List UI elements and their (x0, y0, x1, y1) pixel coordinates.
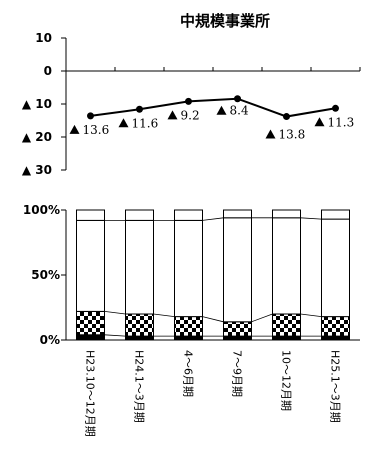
bar-chart: 0% 50% 100% H23.10～12月期 H24.1～3月期 4～6月期 7～9月期 1… (23, 203, 360, 437)
bar-category-label: 4～6月期 (182, 350, 195, 397)
data-label: 13.6 (83, 123, 110, 137)
bar-segment (174, 219, 203, 318)
line-y-tick-label: 0 (44, 64, 52, 78)
data-label-triangle (216, 105, 227, 115)
bar-segment (223, 217, 252, 323)
data-label: 11.3 (328, 115, 355, 129)
bar-segment (76, 209, 105, 221)
line-point (87, 112, 94, 120)
bar-segment (272, 313, 301, 337)
line-y-tick-label: ▲ 10 (22, 97, 52, 111)
bar-segment (321, 316, 350, 337)
bar-segment (272, 335, 301, 341)
bar-segment (174, 209, 203, 221)
line-y-tick-label: 10 (35, 31, 52, 45)
data-label-triangle (314, 117, 325, 127)
bar-segment (223, 321, 252, 337)
bar-connector-line (300, 313, 322, 317)
data-label: 11.6 (132, 116, 159, 130)
bar-category-label: H24.1～3月期 (133, 350, 146, 423)
bar-segment (76, 310, 105, 336)
chart-title: 中規模事業所 (180, 12, 270, 30)
bar-connector-line (104, 334, 126, 337)
bar-segment (321, 209, 350, 220)
data-label-triangle (118, 118, 129, 128)
bar-connector-line (202, 316, 224, 323)
bar-connector-line (104, 311, 126, 315)
line-point (234, 95, 241, 103)
bar-category-label: H25.1～3月期 (329, 350, 342, 423)
bar-category-label: 10～12月期 (280, 350, 293, 411)
bar-y-tick-label: 50% (31, 268, 60, 282)
line-chart: 10 0 ▲ 10 ▲ 20 ▲ 30 13.6 11.6 9.2 8.4 13.8 11.3 (22, 31, 361, 177)
bar-segment (272, 217, 301, 315)
bar-segment (223, 335, 252, 341)
data-label-triangle (265, 129, 276, 139)
bar-segment (125, 313, 154, 337)
line-point (136, 105, 143, 113)
bar-segment (125, 219, 154, 315)
line-point (185, 97, 192, 105)
bar-segment (76, 334, 105, 341)
bar-segment (272, 209, 301, 219)
bar-segment (76, 219, 105, 312)
bar-segment (223, 209, 252, 219)
line-point (332, 104, 339, 112)
bar-segment (321, 218, 350, 318)
bar-segment (321, 335, 350, 341)
bar-y-tick-label: 0% (40, 333, 60, 347)
bar-segment (125, 209, 154, 221)
data-label-triangle (69, 124, 80, 134)
bar-category-label: 7～9月期 (231, 350, 244, 397)
data-label-triangle (167, 110, 178, 120)
data-label: 8.4 (230, 104, 249, 118)
bar-segment (174, 335, 203, 341)
bar-connector-line (202, 217, 224, 221)
line-y-tick-label: ▲ 30 (22, 163, 52, 177)
bar-connector-line (153, 313, 175, 317)
bar-segment (125, 335, 154, 341)
bar-connector-line (251, 313, 273, 323)
line-point (283, 113, 290, 121)
bar-connector-line (300, 217, 322, 220)
bar-category-label: H23.10～12月期 (84, 350, 97, 437)
bar-y-tick-label: 100% (23, 203, 60, 217)
data-label: 9.2 (181, 108, 200, 122)
line-y-tick-label: ▲ 20 (22, 130, 52, 144)
line-series (90, 97, 336, 118)
data-label: 13.8 (279, 128, 306, 142)
bar-segment (174, 316, 203, 337)
